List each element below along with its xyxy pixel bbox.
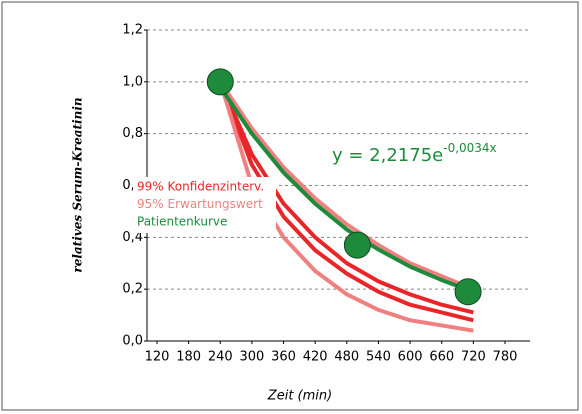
x-tick-label: 300	[239, 350, 264, 365]
y-tick-label: 0,8	[122, 126, 143, 141]
x-tick-label: 360	[271, 350, 296, 365]
y-tick-label: 1,2	[122, 23, 143, 38]
x-tick-label: 120	[145, 350, 170, 365]
x-tick-label: 480	[334, 350, 359, 365]
x-tick-label: 420	[303, 350, 328, 365]
equation-base: y = 2,2175e	[332, 145, 443, 166]
y-tick-label: 0,4	[122, 230, 143, 245]
x-tick-label: 180	[176, 350, 201, 365]
x-tick-label: 240	[208, 350, 233, 365]
data-point	[206, 68, 234, 96]
curve	[218, 81, 474, 315]
equation-exponent: -0,0034x	[443, 141, 496, 155]
x-tick-label: 780	[493, 350, 518, 365]
legend-entry: Patientenkurve	[137, 215, 227, 229]
y-tick-label: 1,0	[122, 74, 143, 89]
x-tick-label: 720	[461, 350, 486, 365]
y-tick-label: 0,0	[122, 334, 143, 349]
y-tick-label: 0,2	[122, 282, 143, 297]
legend-box	[133, 177, 276, 233]
curve	[218, 85, 475, 294]
x-tick-label: 600	[398, 350, 423, 365]
y-axis-label: relatives Serum-Kreatinin	[71, 97, 85, 272]
curve	[218, 80, 475, 292]
x-tick-label: 660	[429, 350, 454, 365]
x-axis-label: Zeit (min)	[267, 389, 332, 404]
legend-entry: 95% Erwartungswert	[137, 197, 263, 211]
equation: y = 2,2175e-0,0034x	[332, 141, 497, 167]
data-point	[343, 231, 371, 259]
legend-entry: 99% Konfidenzinterv.	[137, 180, 264, 194]
data-point	[454, 278, 482, 306]
x-tick-label: 540	[366, 350, 391, 365]
